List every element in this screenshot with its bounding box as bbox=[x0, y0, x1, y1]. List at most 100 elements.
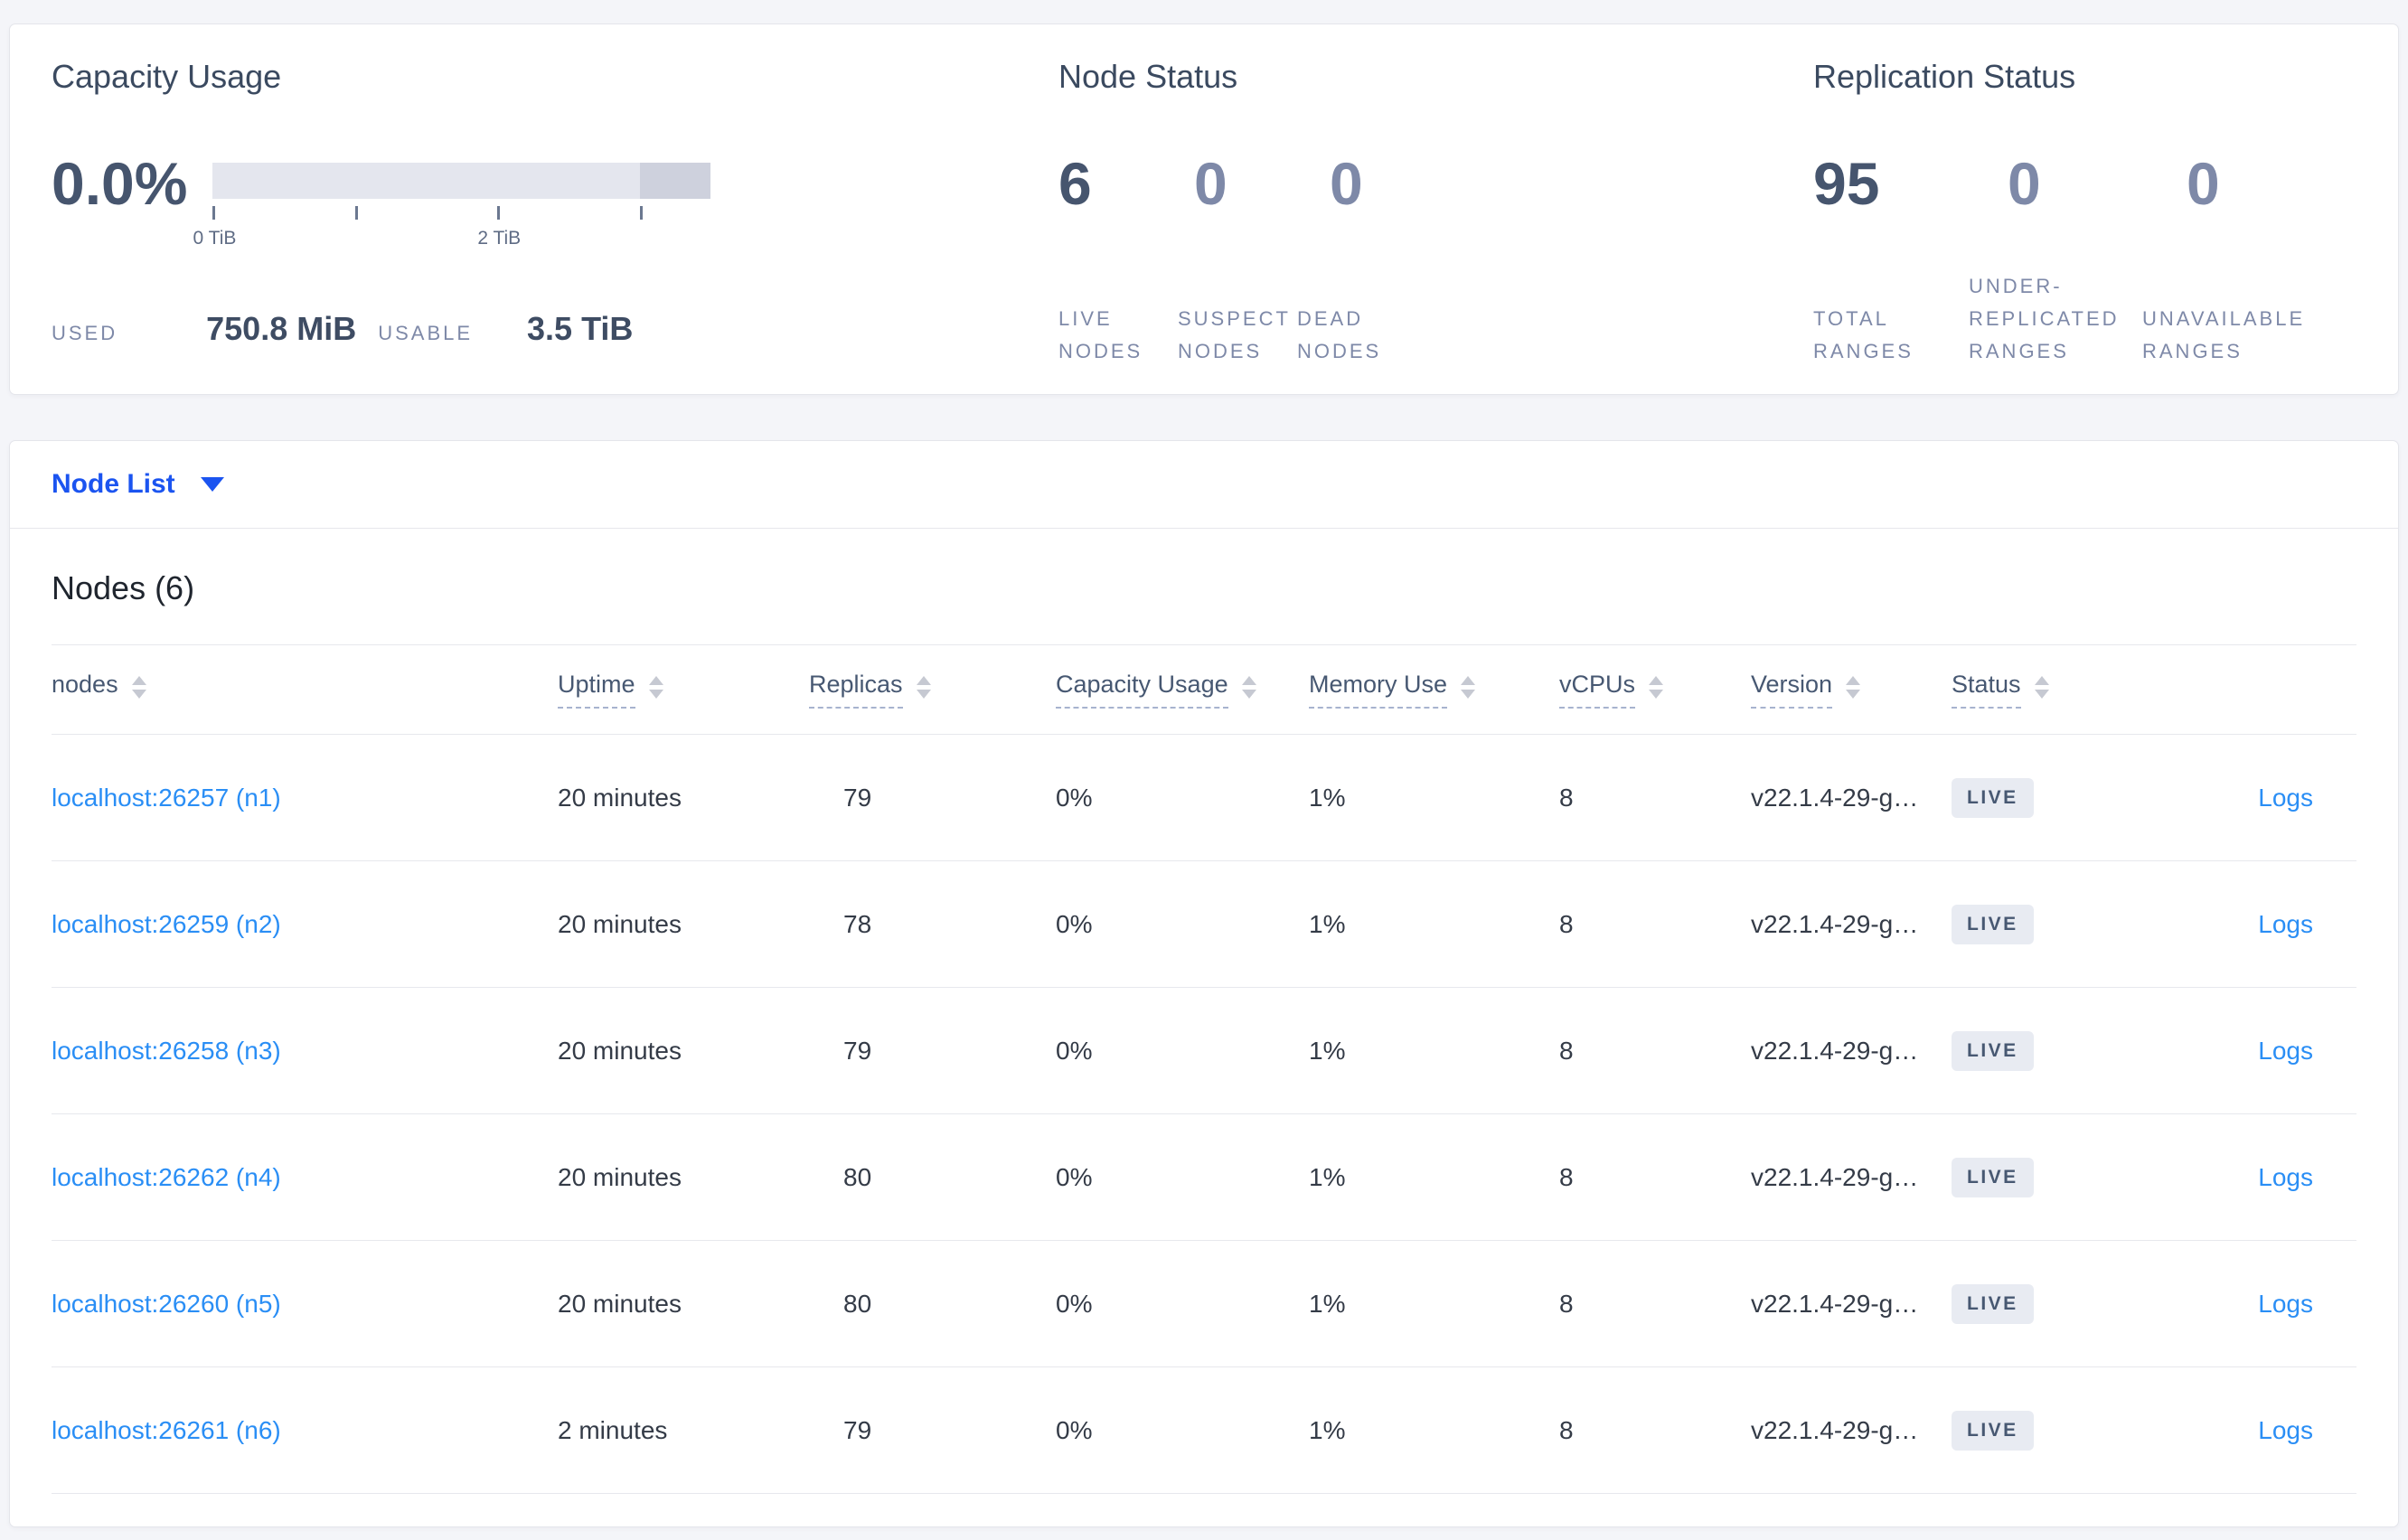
column-header[interactable]: vCPUs bbox=[1559, 671, 1751, 709]
tick-label: 2 TiB bbox=[477, 228, 522, 249]
version-cell: v22.1.4-29-g… bbox=[1751, 783, 1919, 812]
vcpus-cell: 8 bbox=[1559, 1036, 1574, 1065]
version-cell: v22.1.4-29-g… bbox=[1751, 1289, 1919, 1318]
node-list-label: Node List bbox=[52, 469, 175, 499]
table-row: localhost:26262 (n4) 20 minutes 80 0% 1%… bbox=[52, 1114, 2356, 1241]
table-body: localhost:26257 (n1) 20 minutes 79 0% 1%… bbox=[52, 735, 2356, 1494]
node-status-section: Node Status 6 0 0 LIVE NODES SUSPECT NODES D… bbox=[1058, 57, 1813, 394]
table-row: localhost:26258 (n3) 20 minutes 79 0% 1%… bbox=[52, 988, 2356, 1114]
status-badge: LIVE bbox=[1952, 1030, 2034, 1071]
replicas-cell: 80 bbox=[843, 1162, 872, 1191]
logs-link[interactable]: Logs bbox=[2258, 1415, 2313, 1444]
replicas-cell: 78 bbox=[843, 909, 872, 938]
uptime-cell: 20 minutes bbox=[558, 909, 682, 938]
logs-cell: Logs bbox=[2188, 784, 2356, 812]
column-header[interactable]: Version bbox=[1751, 671, 1952, 709]
used-label: USED bbox=[52, 322, 118, 344]
sort-up-icon bbox=[131, 675, 146, 685]
caret-down-icon bbox=[200, 477, 224, 492]
node-address-link[interactable]: localhost:26259 (n2) bbox=[52, 909, 281, 938]
node-address-link[interactable]: localhost:26258 (n3) bbox=[52, 1036, 281, 1065]
stat-label: UNAVAILABLE RANGES bbox=[2142, 307, 2306, 362]
status-badge: LIVE bbox=[1952, 904, 2034, 944]
status-badge: LIVE bbox=[1952, 1410, 2034, 1451]
node-cell: localhost:26259 (n2) bbox=[52, 910, 558, 939]
node-cell: localhost:26260 (n5) bbox=[52, 1290, 558, 1319]
logs-link[interactable]: Logs bbox=[2258, 1162, 2313, 1191]
sort-down-icon bbox=[1649, 689, 1664, 699]
column-header[interactable]: Status bbox=[1952, 671, 2188, 709]
node-cell: localhost:26261 (n6) bbox=[52, 1416, 558, 1445]
replication-labels: TOTAL RANGES UNDER-REPLICATED RANGES UNAVA… bbox=[1813, 268, 2367, 368]
logs-link[interactable]: Logs bbox=[2258, 909, 2313, 938]
logs-link[interactable]: Logs bbox=[2258, 783, 2313, 812]
axis-tick bbox=[354, 206, 358, 220]
node-address-link[interactable]: localhost:26261 (n6) bbox=[52, 1415, 281, 1444]
memory-use-cell: 1% bbox=[1309, 909, 1346, 938]
capacity-bar-reserved-segment bbox=[639, 163, 711, 199]
logs-cell: Logs bbox=[2188, 1290, 2356, 1319]
column-header[interactable]: Uptime bbox=[558, 671, 809, 709]
stat-value: 0 bbox=[2008, 150, 2041, 217]
column-header-label: Replicas bbox=[809, 671, 903, 709]
replicas-cell: 79 bbox=[843, 1036, 872, 1065]
table-row: localhost:26260 (n5) 20 minutes 80 0% 1%… bbox=[52, 1241, 2356, 1367]
status-cell: LIVE bbox=[1952, 1410, 2188, 1451]
axis-tick: 0 TiB bbox=[193, 206, 236, 249]
column-header-label: Capacity Usage bbox=[1056, 671, 1228, 709]
sort-icon bbox=[1241, 675, 1256, 699]
vcpus-cell: 8 bbox=[1559, 1162, 1574, 1191]
memory-use-cell: 1% bbox=[1309, 1289, 1346, 1318]
node-address-link[interactable]: localhost:26260 (n5) bbox=[52, 1289, 281, 1318]
sort-up-icon bbox=[916, 675, 931, 685]
cluster-summary-panel: Capacity Usage 0.0% 0 TiB 2 TiB bbox=[9, 23, 2399, 395]
status-badge: LIVE bbox=[1952, 1283, 2034, 1324]
capacity-stats-row: USED 750.8 MiB USABLE 3.5 TiB bbox=[52, 310, 1058, 348]
vcpus-cell: 8 bbox=[1559, 1289, 1574, 1318]
node-list-dropdown-toggle[interactable]: Node List bbox=[52, 469, 224, 500]
stat-label: LIVE NODES bbox=[1058, 307, 1143, 362]
column-header[interactable]: Replicas bbox=[809, 671, 1056, 709]
column-header[interactable]: Memory Use bbox=[1309, 671, 1559, 709]
sort-down-icon bbox=[2034, 689, 2049, 699]
status-cell: LIVE bbox=[1952, 777, 2188, 818]
sort-up-icon bbox=[1649, 675, 1664, 685]
logs-link[interactable]: Logs bbox=[2258, 1289, 2313, 1318]
column-header[interactable]: nodes bbox=[52, 671, 558, 709]
axis-tick: 2 TiB bbox=[477, 206, 521, 249]
node-status-values: 6 0 0 bbox=[1058, 147, 1813, 220]
vcpus-cell: 8 bbox=[1559, 1415, 1574, 1444]
node-list-body: Nodes (6) nodes Uptime Replicas bbox=[10, 568, 2398, 1494]
sort-icon bbox=[1649, 675, 1664, 699]
node-address-link[interactable]: localhost:26257 (n1) bbox=[52, 783, 281, 812]
sort-icon bbox=[1461, 675, 1476, 699]
replicas-cell: 79 bbox=[843, 783, 872, 812]
version-cell: v22.1.4-29-g… bbox=[1751, 909, 1919, 938]
replication-status-title: Replication Status bbox=[1813, 58, 2076, 95]
logs-link[interactable]: Logs bbox=[2258, 1036, 2313, 1065]
tick-mark bbox=[212, 206, 216, 220]
stat-label: UNDER-REPLICATED RANGES bbox=[1969, 275, 2120, 362]
table-row: localhost:26261 (n6) 2 minutes 79 0% 1% … bbox=[52, 1367, 2356, 1494]
stat-label: SUSPECT NODES bbox=[1178, 307, 1291, 362]
status-cell: LIVE bbox=[1952, 1283, 2188, 1324]
stat-value: 0 bbox=[2187, 150, 2220, 217]
node-list-panel: Node List Nodes (6) nodes Uptime Replica… bbox=[9, 440, 2399, 1527]
column-header-label: Status bbox=[1952, 671, 2021, 709]
stat-value: 0 bbox=[1194, 150, 1228, 217]
uptime-cell: 20 minutes bbox=[558, 1289, 682, 1318]
column-header-label: Version bbox=[1751, 671, 1833, 709]
capacity-bar-usable-segment bbox=[212, 163, 640, 199]
column-header[interactable] bbox=[2188, 685, 2356, 695]
logs-cell: Logs bbox=[2188, 1037, 2356, 1066]
capacity-axis: 0 TiB 2 TiB bbox=[193, 163, 710, 249]
uptime-cell: 20 minutes bbox=[558, 1162, 682, 1191]
memory-use-cell: 1% bbox=[1309, 1162, 1346, 1191]
column-header[interactable]: Capacity Usage bbox=[1056, 671, 1309, 709]
capacity-bar: 0 TiB 2 TiB bbox=[193, 163, 711, 249]
version-cell: v22.1.4-29-g… bbox=[1751, 1162, 1919, 1191]
sort-icon bbox=[131, 675, 146, 699]
node-address-link[interactable]: localhost:26262 (n4) bbox=[52, 1162, 281, 1191]
version-cell: v22.1.4-29-g… bbox=[1751, 1036, 1919, 1065]
capacity-usage-cell: 0% bbox=[1056, 1415, 1093, 1444]
